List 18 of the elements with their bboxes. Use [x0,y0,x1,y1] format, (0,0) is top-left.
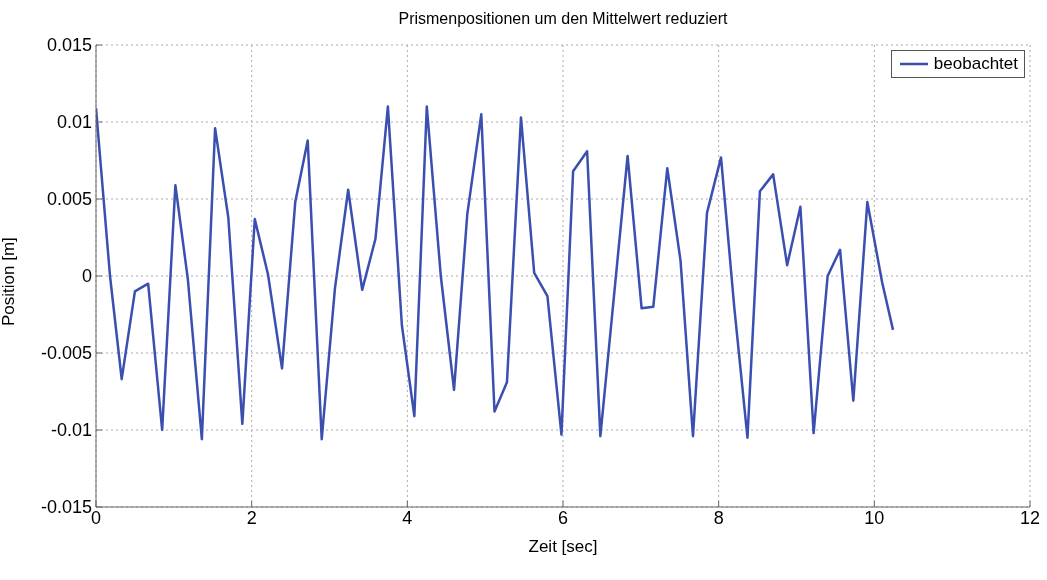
x-tick-label: 8 [713,507,724,528]
y-axis-title: Position [m] [0,237,19,326]
y-tick-label: -0.01 [50,420,92,441]
x-tick-label: 10 [864,507,885,528]
x-tick-label: 12 [1019,507,1041,528]
y-tick-label: 0.015 [46,35,92,56]
y-tick-label: -0.015 [40,497,92,518]
x-tick-label: 6 [557,507,569,528]
legend-label: beobachtet [933,54,1018,74]
x-axis-title: Zeit [sec] [528,537,598,556]
y-tick-label: 0 [81,266,92,287]
x-tick-label: 4 [402,507,413,528]
line-series [96,105,895,441]
chart-title: Prismenpositionen um den Mittelwert reduziert [397,10,729,28]
y-tick-label: 0.005 [46,189,92,210]
y-tick-label: -0.005 [40,343,92,364]
x-tick-label: 2 [246,507,257,528]
y-tick-label: 0.01 [56,112,92,133]
